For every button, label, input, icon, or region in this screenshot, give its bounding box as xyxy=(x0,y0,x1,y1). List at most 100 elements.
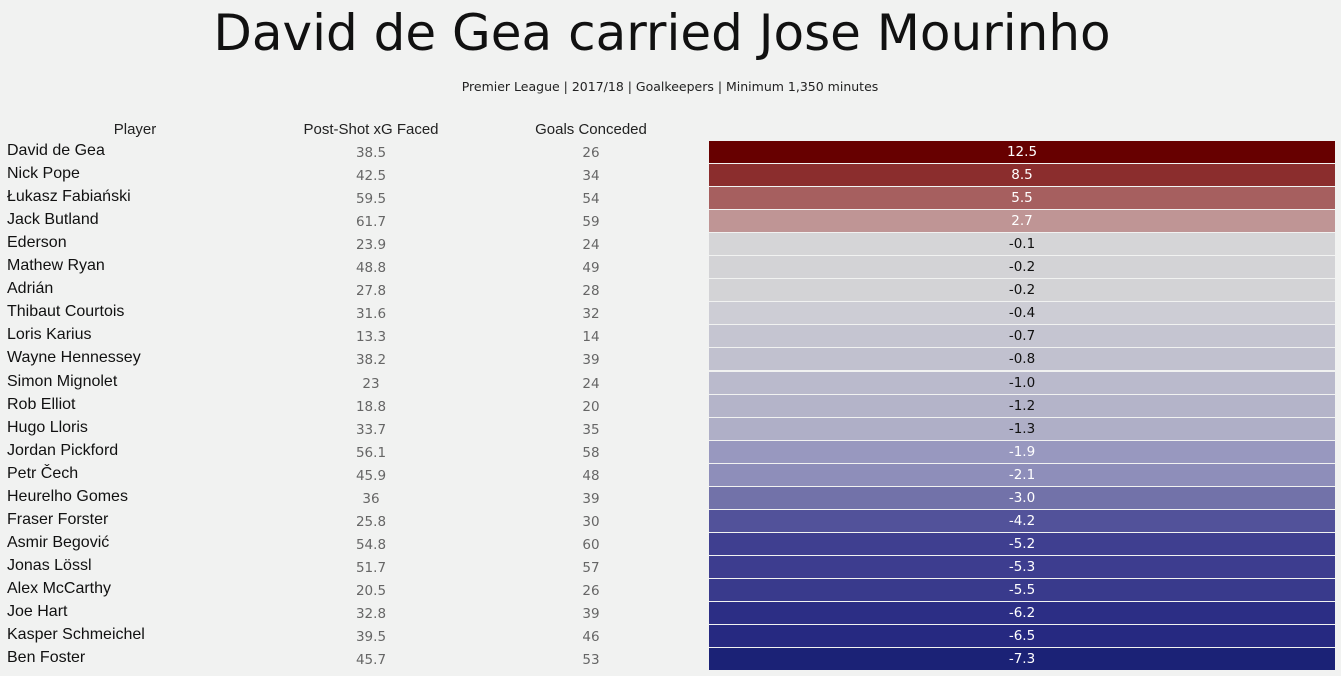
player-name: Nick Pope xyxy=(7,165,80,183)
player-name: Łukasz Fabiański xyxy=(7,188,131,206)
player-name: Jonas Lössl xyxy=(7,556,92,574)
table-row: Fraser Forster 25.8 30 -4.2 xyxy=(0,509,1341,533)
chart-subtitle: Premier League | 2017/18 | Goalkeepers |… xyxy=(461,79,879,94)
table-row: Adrián 27.8 28 -0.2 xyxy=(0,279,1341,302)
player-name: Ederson xyxy=(7,234,67,252)
psxg-faced-value: 13.3 xyxy=(355,329,387,346)
player-name: Thibaut Courtois xyxy=(7,303,125,321)
goals-conceded-value: 24 xyxy=(582,375,600,392)
goals-conceded-value: 32 xyxy=(582,306,600,323)
goals-conceded-value: 48 xyxy=(582,467,600,484)
goals-conceded-value: 34 xyxy=(582,168,600,185)
psxg-faced-value: 23 xyxy=(362,375,380,392)
psxg-faced-value: 33.7 xyxy=(355,421,387,438)
goals-conceded-value: 54 xyxy=(582,191,600,208)
player-name: Joe Hart xyxy=(7,603,68,620)
goals-conceded-value: 39 xyxy=(582,606,600,622)
psxg-faced-value: 38.2 xyxy=(355,352,387,369)
table-row: Thibaut Courtois 31.6 32 -0.4 xyxy=(0,302,1341,325)
table-row: Jordan Pickford 56.1 58 -1.9 xyxy=(0,440,1341,464)
psxg-difference-cell: -0.2 xyxy=(709,256,1335,279)
psxg-faced-value: 32.8 xyxy=(355,606,387,622)
psxg-difference-cell: -0.7 xyxy=(709,325,1335,348)
goals-conceded-value: 35 xyxy=(582,421,600,438)
psxg-faced-value: 18.8 xyxy=(355,398,387,415)
player-name: Simon Mignolet xyxy=(7,372,118,390)
psxg-difference-cell: -0.8 xyxy=(709,348,1335,371)
goals-conceded-value: 24 xyxy=(582,237,600,254)
goals-conceded-value: 57 xyxy=(582,559,600,576)
psxg-faced-value: 36 xyxy=(362,490,380,507)
player-name: Fraser Forster xyxy=(7,510,109,528)
psxg-difference-cell: 5.5 xyxy=(709,187,1335,210)
table-row: Nick Pope 42.5 34 8.5 xyxy=(0,164,1341,187)
psxg-difference-cell: -5.3 xyxy=(709,555,1335,578)
player-name: Hugo Lloris xyxy=(7,418,88,436)
table-row: Petr Čech 45.9 48 -2.1 xyxy=(0,463,1341,487)
table-row: Asmir Begović 54.8 60 -5.2 xyxy=(0,532,1341,556)
player-name: Ben Foster xyxy=(7,649,86,667)
player-name: Kasper Schmeichel xyxy=(7,626,145,644)
psxg-difference-cell: -6.5 xyxy=(709,625,1335,648)
player-name: Wayne Hennessey xyxy=(7,349,141,367)
goals-conceded-value: 39 xyxy=(582,490,600,507)
psxg-faced-value: 51.7 xyxy=(355,559,387,576)
psxg-faced-value: 25.8 xyxy=(355,513,387,530)
psxg-difference-cell: -0.2 xyxy=(709,279,1335,302)
psxg-faced-value: 38.5 xyxy=(355,145,387,161)
goals-conceded-value: 60 xyxy=(582,536,600,553)
table-row: Simon Mignolet 23 24 -1.0 xyxy=(0,371,1341,395)
goals-conceded-value: 58 xyxy=(582,444,600,461)
column-header-goals-conceded: Goals Conceded xyxy=(535,121,647,138)
psxg-faced-value: 45.9 xyxy=(355,467,387,484)
goals-conceded-value: 46 xyxy=(582,629,600,646)
psxg-difference-cell: -6.2 xyxy=(709,602,1335,624)
table-row: Loris Karius 13.3 14 -0.7 xyxy=(0,325,1341,348)
psxg-faced-value: 42.5 xyxy=(355,168,387,185)
psxg-difference-cell: 2.7 xyxy=(709,210,1335,233)
psxg-difference-cell: -1.2 xyxy=(709,394,1335,417)
psxg-faced-value: 45.7 xyxy=(355,652,387,669)
player-name: Jordan Pickford xyxy=(7,441,119,459)
psxg-difference-cell: 12.5 xyxy=(709,141,1335,163)
psxg-faced-value: 27.8 xyxy=(355,283,387,300)
table-row: Wayne Hennessey 38.2 39 -0.8 xyxy=(0,348,1341,371)
psxg-difference-cell: -0.4 xyxy=(709,302,1335,325)
psxg-difference-cell: -7.3 xyxy=(709,648,1335,671)
player-name: Petr Čech xyxy=(7,464,79,482)
table-row: Hugo Lloris 33.7 35 -1.3 xyxy=(0,417,1341,441)
psxg-faced-value: 31.6 xyxy=(355,306,387,323)
player-name: David de Gea xyxy=(7,142,105,159)
goals-conceded-value: 20 xyxy=(582,398,600,415)
player-name: Jack Butland xyxy=(7,211,99,229)
column-header-player: Player xyxy=(113,121,157,138)
psxg-difference-cell: -5.2 xyxy=(709,532,1335,555)
psxg-faced-value: 56.1 xyxy=(355,444,387,461)
psxg-difference-cell: -2.1 xyxy=(709,463,1335,486)
player-name: Adrián xyxy=(7,280,54,298)
psxg-difference-cell: -1.9 xyxy=(709,440,1335,463)
table-row: Joe Hart 32.8 39 -6.2 xyxy=(0,602,1341,625)
psxg-difference-cell: -4.2 xyxy=(709,509,1335,532)
table-row: David de Gea 38.5 26 12.5 xyxy=(0,141,1341,164)
psxg-faced-value: 48.8 xyxy=(355,260,387,277)
psxg-faced-value: 20.5 xyxy=(355,582,387,599)
goals-conceded-value: 59 xyxy=(582,214,600,231)
table-row: Rob Elliot 18.8 20 -1.2 xyxy=(0,394,1341,418)
player-name: Alex McCarthy xyxy=(7,579,112,597)
goals-conceded-value: 28 xyxy=(582,283,600,300)
goals-conceded-value: 26 xyxy=(582,145,600,161)
psxg-difference-cell: -5.5 xyxy=(709,578,1335,601)
psxg-faced-value: 59.5 xyxy=(355,191,387,208)
table-row: Ben Foster 45.7 53 -7.3 xyxy=(0,648,1341,671)
chart-title: David de Gea carried Jose Mourinho xyxy=(213,4,1111,62)
player-name: Asmir Begović xyxy=(7,533,110,551)
goals-conceded-value: 26 xyxy=(582,582,600,599)
table-row: Mathew Ryan 48.8 49 -0.2 xyxy=(0,256,1341,279)
player-name: Loris Karius xyxy=(7,326,92,344)
psxg-faced-value: 39.5 xyxy=(355,629,387,646)
psxg-difference-cell: -1.3 xyxy=(709,417,1335,440)
table-row: Jack Butland 61.7 59 2.7 xyxy=(0,210,1341,233)
psxg-faced-value: 54.8 xyxy=(355,536,387,553)
table-row: Łukasz Fabiański 59.5 54 5.5 xyxy=(0,187,1341,210)
